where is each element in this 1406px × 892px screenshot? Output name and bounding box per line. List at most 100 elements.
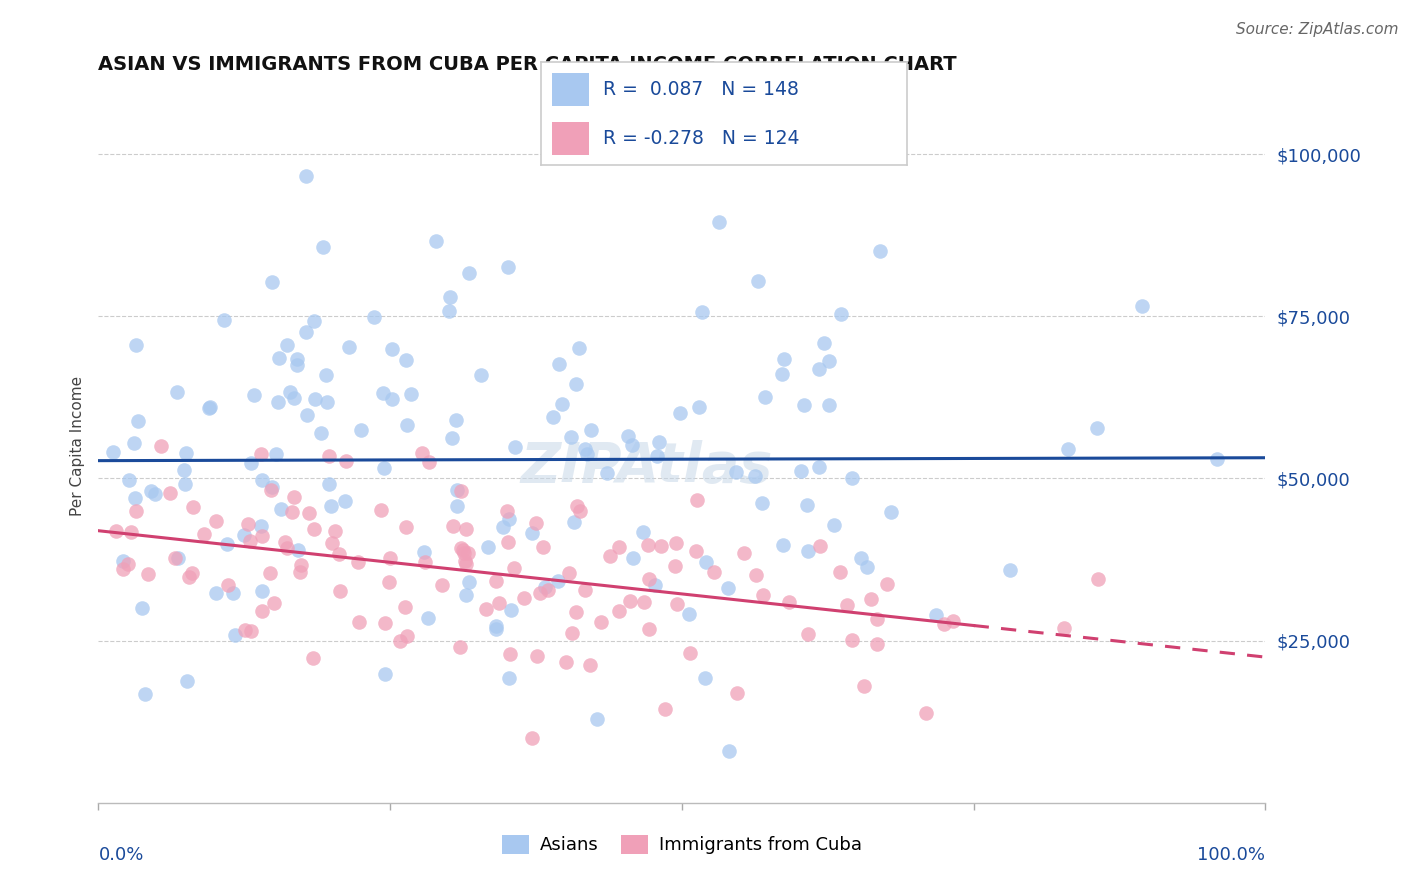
Point xyxy=(574,442,596,457)
Point xyxy=(751,495,773,509)
Point xyxy=(851,550,873,565)
Point xyxy=(224,628,246,642)
Point xyxy=(621,550,644,565)
Point xyxy=(621,438,644,452)
Point xyxy=(117,558,139,572)
Point xyxy=(823,517,845,532)
Point xyxy=(298,506,321,520)
Point xyxy=(638,623,661,637)
Point xyxy=(607,540,630,554)
Point xyxy=(686,493,709,508)
Point xyxy=(120,525,142,540)
Point xyxy=(381,392,404,406)
Point xyxy=(807,460,830,475)
Point xyxy=(103,444,125,458)
Point xyxy=(496,535,519,549)
Point xyxy=(302,522,325,536)
Point xyxy=(276,338,298,352)
Point xyxy=(111,553,134,567)
Point xyxy=(565,377,588,392)
Point xyxy=(446,499,468,513)
Point xyxy=(457,546,479,560)
Point xyxy=(818,398,841,412)
Point xyxy=(456,557,478,571)
Point xyxy=(389,634,412,648)
Point xyxy=(745,567,768,582)
Point xyxy=(526,649,548,664)
Point xyxy=(139,484,162,499)
Point xyxy=(395,352,418,367)
Point xyxy=(177,570,200,584)
Point xyxy=(498,512,520,526)
Point xyxy=(744,468,766,483)
Point xyxy=(866,612,889,626)
Point xyxy=(664,558,686,573)
Point xyxy=(281,505,304,519)
Point xyxy=(695,555,717,569)
Point xyxy=(339,340,361,354)
Point xyxy=(678,607,700,621)
Point xyxy=(319,499,342,513)
Point xyxy=(217,577,239,591)
Point xyxy=(837,599,859,613)
Point xyxy=(688,400,710,414)
Point xyxy=(793,399,815,413)
Point xyxy=(166,385,188,400)
Point xyxy=(752,588,775,602)
Point xyxy=(418,611,440,625)
Point xyxy=(503,440,526,454)
Point xyxy=(418,455,440,469)
Point xyxy=(262,480,284,494)
Point xyxy=(942,614,965,628)
Point xyxy=(565,605,588,619)
Text: 0.0%: 0.0% xyxy=(98,846,143,863)
Point xyxy=(790,465,813,479)
Point xyxy=(648,434,671,449)
Point xyxy=(561,626,583,640)
Point xyxy=(534,580,557,594)
Point xyxy=(453,546,475,560)
Point xyxy=(131,601,153,615)
Point xyxy=(143,486,166,500)
Point xyxy=(396,629,419,643)
Point xyxy=(703,566,725,580)
Point xyxy=(841,470,863,484)
Point xyxy=(124,491,146,505)
Point xyxy=(666,597,689,611)
FancyBboxPatch shape xyxy=(553,122,589,155)
Point xyxy=(215,536,238,550)
Point xyxy=(205,586,228,600)
Point xyxy=(1205,452,1227,467)
Point xyxy=(312,240,335,254)
Point xyxy=(880,505,903,519)
Point xyxy=(439,290,461,304)
Point xyxy=(347,555,370,569)
Point xyxy=(136,566,159,581)
Point xyxy=(934,616,956,631)
Point xyxy=(283,391,305,405)
Point xyxy=(323,524,346,538)
Point xyxy=(596,467,619,481)
Text: R = -0.278   N = 124: R = -0.278 N = 124 xyxy=(603,128,800,148)
Point xyxy=(295,408,318,422)
Point xyxy=(541,410,564,425)
Point xyxy=(575,447,598,461)
Point xyxy=(457,266,479,280)
Point xyxy=(633,595,655,609)
Point xyxy=(127,414,149,428)
Point xyxy=(717,581,740,595)
Point xyxy=(378,551,401,566)
Point xyxy=(581,423,603,437)
Point xyxy=(105,524,128,538)
Y-axis label: Per Capita Income: Per Capita Income xyxy=(69,376,84,516)
Point xyxy=(290,558,312,572)
Point xyxy=(830,307,852,321)
Point xyxy=(797,544,820,558)
Point xyxy=(350,424,373,438)
Point xyxy=(198,400,221,414)
Point xyxy=(328,547,350,561)
Point xyxy=(860,592,883,607)
Point xyxy=(260,483,283,498)
Point xyxy=(585,712,607,726)
Legend: Asians, Immigrants from Cuba: Asians, Immigrants from Cuba xyxy=(495,828,869,862)
